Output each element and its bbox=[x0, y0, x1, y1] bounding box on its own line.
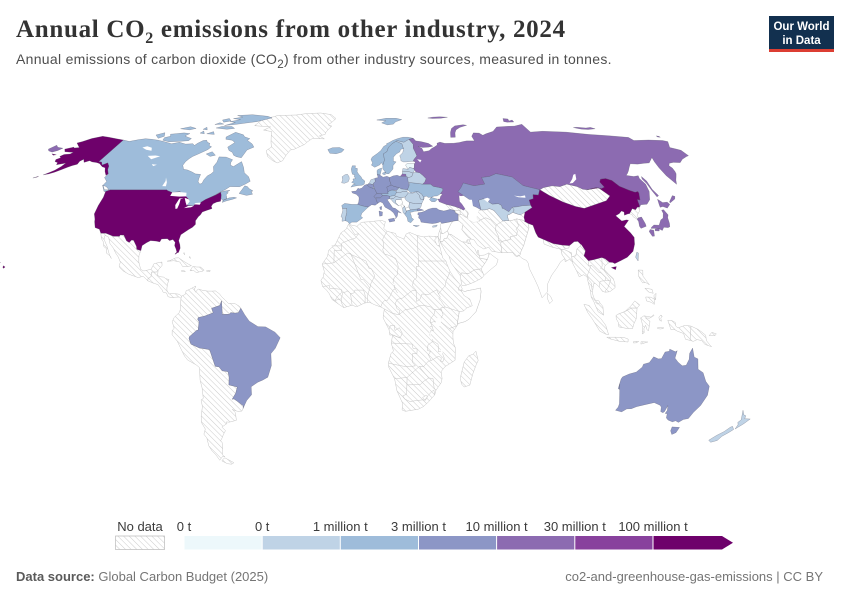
svg-text:1 million t: 1 million t bbox=[313, 519, 368, 534]
svg-text:30 million t: 30 million t bbox=[544, 519, 607, 534]
svg-text:3 million t: 3 million t bbox=[391, 519, 446, 534]
svg-text:No data: No data bbox=[117, 519, 163, 534]
svg-text:0 t: 0 t bbox=[177, 519, 192, 534]
svg-text:0 t: 0 t bbox=[255, 519, 270, 534]
svg-text:100 million t: 100 million t bbox=[618, 519, 688, 534]
svg-text:10 million t: 10 million t bbox=[466, 519, 529, 534]
